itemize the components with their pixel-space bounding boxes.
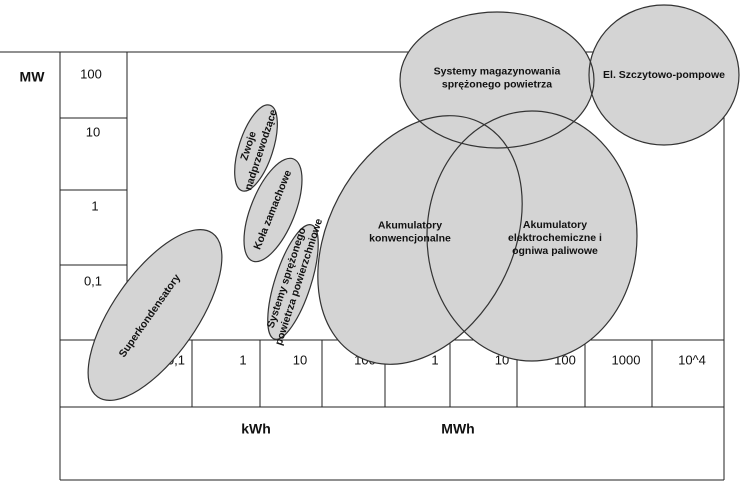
region-label: Akumulatory	[378, 219, 442, 231]
region-outline	[317, 115, 523, 365]
x-tick-label: 10^4	[678, 352, 706, 367]
x-tick-label: 1000	[612, 352, 641, 367]
region	[317, 115, 523, 365]
region-label: ogniwa paliwowe	[512, 245, 598, 257]
region	[267, 224, 319, 340]
region	[234, 104, 278, 192]
x-tick-label: 10	[293, 352, 307, 367]
region-outline	[588, 4, 740, 146]
region-label: Systemy magazynowania	[434, 65, 561, 77]
region-fills	[88, 5, 739, 401]
region-label: El. Szczytowo-pompowe	[603, 69, 725, 81]
region-outline	[87, 229, 223, 401]
region-label: elektrochemiczne i	[508, 232, 602, 244]
y-tick-label: 100	[80, 66, 102, 81]
region-outline	[267, 224, 319, 340]
y-tick-label: 0,1	[84, 273, 102, 288]
region-label: Akumulatory	[523, 219, 587, 231]
y-axis-label: MW	[20, 69, 46, 85]
region-outlines	[87, 4, 740, 401]
y-tick-label: 10	[86, 124, 100, 139]
region-outline	[234, 104, 278, 192]
region-outline	[243, 157, 303, 263]
region	[244, 158, 302, 262]
region	[589, 5, 739, 145]
x-unit-label: kWh	[241, 421, 271, 437]
region-label: konwencjonalne	[369, 232, 451, 244]
region-outline	[399, 11, 595, 149]
x-tick-label: 1	[239, 352, 246, 367]
region-label: sprężonego powietrza	[442, 78, 552, 90]
region	[88, 229, 222, 401]
x-unit-label: MWh	[441, 421, 474, 437]
y-tick-label: 1	[91, 198, 98, 213]
region-outline	[426, 110, 638, 362]
x-tick-label: 1	[431, 352, 438, 367]
